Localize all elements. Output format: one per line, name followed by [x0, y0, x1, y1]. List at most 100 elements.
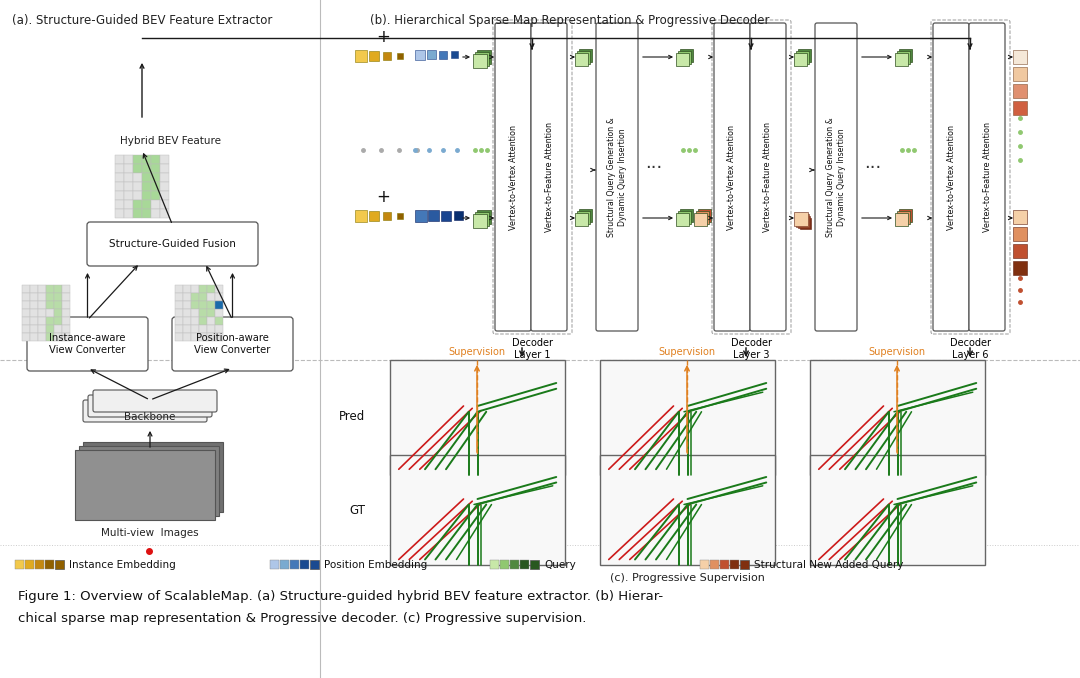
Bar — [397, 213, 403, 219]
Bar — [124, 155, 133, 164]
Bar — [441, 211, 451, 221]
Bar — [510, 560, 519, 569]
Bar — [183, 325, 191, 333]
Bar — [579, 209, 592, 222]
Bar — [133, 200, 141, 209]
FancyBboxPatch shape — [596, 23, 638, 331]
Bar — [199, 285, 207, 293]
Bar — [897, 211, 910, 224]
Bar — [30, 333, 38, 341]
FancyBboxPatch shape — [815, 23, 858, 331]
Bar — [700, 560, 708, 569]
Bar — [30, 317, 38, 325]
Bar — [22, 309, 30, 317]
Bar — [215, 333, 222, 341]
FancyBboxPatch shape — [969, 23, 1005, 331]
Bar — [175, 325, 183, 333]
Bar — [678, 51, 691, 64]
Bar — [124, 209, 133, 218]
Bar — [215, 301, 222, 309]
Bar — [160, 182, 168, 191]
Bar — [30, 309, 38, 317]
Bar — [207, 285, 215, 293]
Text: Vertex-to-Feature Attention: Vertex-to-Feature Attention — [544, 122, 554, 232]
Bar — [899, 49, 912, 62]
Bar — [698, 209, 711, 222]
Text: Figure 1: Overview of ScalableMap. (a) Structure-guided hybrid BEV feature extra: Figure 1: Overview of ScalableMap. (a) S… — [18, 590, 663, 603]
Bar — [133, 155, 141, 164]
Bar — [124, 182, 133, 191]
Text: chical sparse map representation & Progressive decoder. (c) Progressive supervis: chical sparse map representation & Progr… — [18, 612, 586, 625]
Bar — [1013, 84, 1027, 98]
Text: Vertex-to-Feature Attention: Vertex-to-Feature Attention — [983, 122, 991, 232]
Bar — [114, 164, 124, 173]
FancyBboxPatch shape — [83, 442, 222, 512]
Bar — [124, 191, 133, 200]
Bar — [151, 155, 160, 164]
Bar — [207, 333, 215, 341]
Bar — [133, 209, 141, 218]
Bar — [427, 50, 436, 59]
Bar — [383, 212, 391, 220]
Bar — [207, 325, 215, 333]
FancyBboxPatch shape — [531, 23, 567, 331]
Bar — [46, 333, 54, 341]
Bar — [38, 325, 46, 333]
Bar — [454, 211, 463, 220]
Bar — [38, 309, 46, 317]
Bar — [390, 455, 565, 565]
Bar — [191, 325, 199, 333]
Bar — [175, 301, 183, 309]
Bar — [207, 317, 215, 325]
Bar — [141, 191, 151, 200]
Text: Instance-aware
View Converter: Instance-aware View Converter — [50, 333, 125, 355]
Bar — [490, 560, 499, 569]
Bar — [678, 211, 691, 224]
Bar — [796, 51, 809, 64]
Bar — [895, 53, 908, 66]
Bar — [1013, 227, 1027, 241]
Bar — [22, 317, 30, 325]
Bar — [215, 325, 222, 333]
Bar — [141, 209, 151, 218]
Bar — [1013, 210, 1027, 224]
Bar — [369, 51, 379, 61]
Bar — [897, 51, 910, 64]
Bar — [141, 173, 151, 182]
Bar — [114, 173, 124, 182]
Bar — [369, 211, 379, 221]
Bar — [54, 293, 62, 301]
Bar — [30, 293, 38, 301]
Bar — [22, 293, 30, 301]
Text: Structure-Guided Fusion: Structure-Guided Fusion — [109, 239, 235, 249]
Text: Structural New Added Query: Structural New Added Query — [754, 559, 903, 570]
Bar — [54, 325, 62, 333]
Bar — [530, 560, 539, 569]
Bar — [191, 285, 199, 293]
Bar — [477, 210, 491, 224]
Bar — [175, 285, 183, 293]
Bar — [199, 309, 207, 317]
Bar — [740, 560, 750, 569]
Bar — [355, 210, 367, 222]
Text: ···: ··· — [646, 159, 663, 177]
FancyBboxPatch shape — [27, 317, 148, 371]
Bar — [133, 182, 141, 191]
Bar — [577, 51, 590, 64]
Bar — [15, 560, 24, 569]
Text: Supervision: Supervision — [868, 347, 926, 357]
Bar — [810, 455, 985, 565]
Bar — [694, 213, 707, 226]
Bar — [38, 333, 46, 341]
Bar — [710, 560, 719, 569]
Bar — [183, 333, 191, 341]
Bar — [133, 191, 141, 200]
Bar — [46, 325, 54, 333]
Bar — [475, 212, 489, 226]
Bar — [1013, 261, 1027, 275]
FancyBboxPatch shape — [83, 400, 207, 422]
Bar — [199, 325, 207, 333]
FancyBboxPatch shape — [87, 395, 212, 417]
Text: Vertex-to-Vertex Attention: Vertex-to-Vertex Attention — [728, 125, 737, 229]
Bar — [415, 210, 427, 222]
